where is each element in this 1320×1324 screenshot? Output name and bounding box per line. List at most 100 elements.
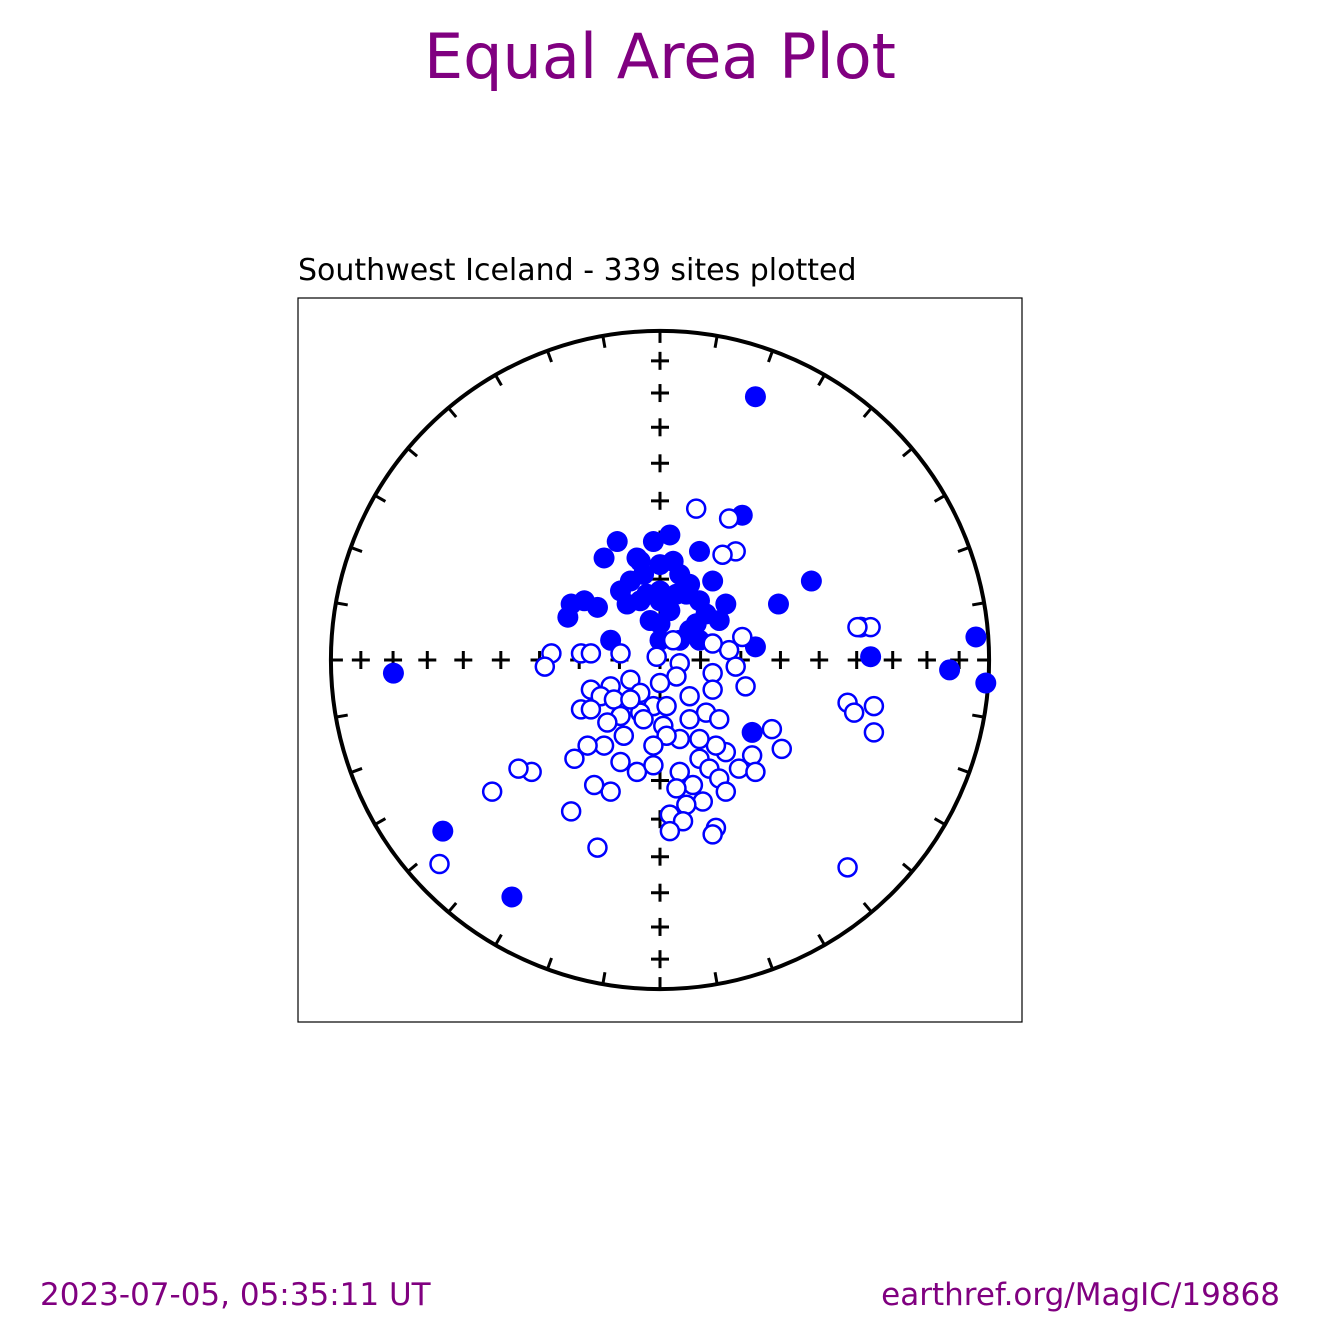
azimuth-tick	[494, 374, 503, 387]
azimuth-tick	[546, 350, 553, 363]
filled-point	[659, 524, 681, 546]
open-point	[718, 508, 740, 529]
open-point	[702, 633, 723, 654]
open-point	[508, 758, 529, 779]
filled-point	[606, 531, 628, 553]
open-point	[643, 755, 664, 776]
open-point	[689, 728, 710, 750]
azimuth-tick	[374, 817, 387, 826]
open-point	[685, 498, 707, 519]
open-point	[564, 748, 585, 769]
open-point	[715, 781, 737, 802]
azimuth-tick	[767, 350, 774, 363]
azimuth-tick	[350, 767, 363, 774]
azimuth-tick	[350, 546, 363, 553]
azimuth-tick	[901, 862, 914, 873]
open-point	[702, 824, 723, 845]
open-point	[620, 689, 641, 710]
open-point	[610, 751, 631, 773]
open-point	[863, 695, 885, 717]
open-point	[646, 646, 667, 667]
azimuth-tick	[862, 406, 873, 419]
filled-point	[860, 646, 882, 668]
filled-point	[965, 626, 987, 648]
open-point	[728, 758, 750, 779]
azimuth-tick	[406, 862, 419, 873]
open-point	[429, 853, 450, 875]
filled-point	[557, 606, 579, 628]
open-point	[597, 712, 618, 733]
filled-point	[649, 580, 671, 602]
filled-point	[702, 570, 724, 592]
open-point	[732, 626, 753, 648]
filled-point	[629, 550, 651, 572]
filled-point	[800, 570, 822, 592]
open-point	[682, 774, 704, 796]
open-point	[771, 738, 793, 760]
azimuth-tick	[406, 447, 419, 458]
chart-subtitle: Southwest Iceland - 339 sites plotted	[298, 253, 857, 288]
chart-title: Equal Area Plot	[424, 20, 896, 93]
filled-point	[665, 583, 687, 605]
azimuth-tick	[817, 374, 826, 387]
open-point	[843, 702, 865, 723]
azimuth-tick	[601, 335, 607, 348]
filled-point	[767, 593, 789, 615]
open-point	[656, 695, 677, 717]
open-point	[679, 708, 700, 730]
azimuth-tick	[335, 601, 348, 607]
open-point	[534, 656, 556, 677]
filled-point	[744, 386, 766, 408]
filled-point	[610, 580, 632, 602]
open-point	[633, 708, 654, 730]
filled-point	[382, 662, 404, 684]
open-point	[577, 735, 598, 756]
azimuth-tick	[933, 494, 946, 503]
open-point	[481, 781, 503, 802]
open-point	[761, 718, 783, 740]
open-point	[560, 801, 582, 822]
azimuth-tick	[546, 957, 553, 970]
filled-point	[432, 820, 454, 842]
open-point	[580, 643, 602, 664]
filled-point	[975, 672, 997, 694]
open-point	[708, 708, 730, 730]
azimuth-tick	[447, 406, 458, 419]
open-point	[735, 676, 756, 697]
open-point	[847, 616, 868, 638]
open-point	[580, 699, 602, 720]
open-point	[702, 679, 723, 700]
open-point	[676, 794, 697, 816]
filled-point	[649, 613, 671, 635]
azimuth-tick	[335, 713, 348, 719]
azimuth-tick	[713, 972, 719, 985]
open-point	[643, 735, 664, 756]
azimuth-tick	[494, 933, 503, 946]
filled-point	[688, 540, 710, 562]
footer-date: 2023-07-05, 05:35:11 UT	[40, 1277, 432, 1313]
open-point	[692, 791, 714, 812]
azimuth-tick	[972, 601, 985, 607]
azimuth-tick	[601, 972, 607, 985]
azimuth-tick	[901, 447, 914, 458]
open-point	[587, 837, 608, 858]
azimuth-tick	[817, 933, 826, 946]
azimuth-tick	[957, 767, 970, 774]
azimuth-tick	[767, 957, 774, 970]
open-point	[583, 774, 605, 796]
open-point	[662, 630, 684, 651]
azimuth-tick	[933, 817, 946, 826]
filled-point	[593, 547, 615, 569]
open-point	[679, 685, 700, 707]
footer-source: earthref.org/MagIC/19868	[881, 1277, 1280, 1313]
open-point	[649, 672, 671, 694]
filled-point	[741, 721, 763, 743]
filled-point	[685, 613, 707, 635]
azimuth-tick	[713, 335, 719, 348]
azimuth-tick	[447, 901, 458, 914]
azimuth-tick	[957, 546, 970, 553]
open-point	[666, 778, 687, 799]
filled-point	[715, 593, 737, 615]
